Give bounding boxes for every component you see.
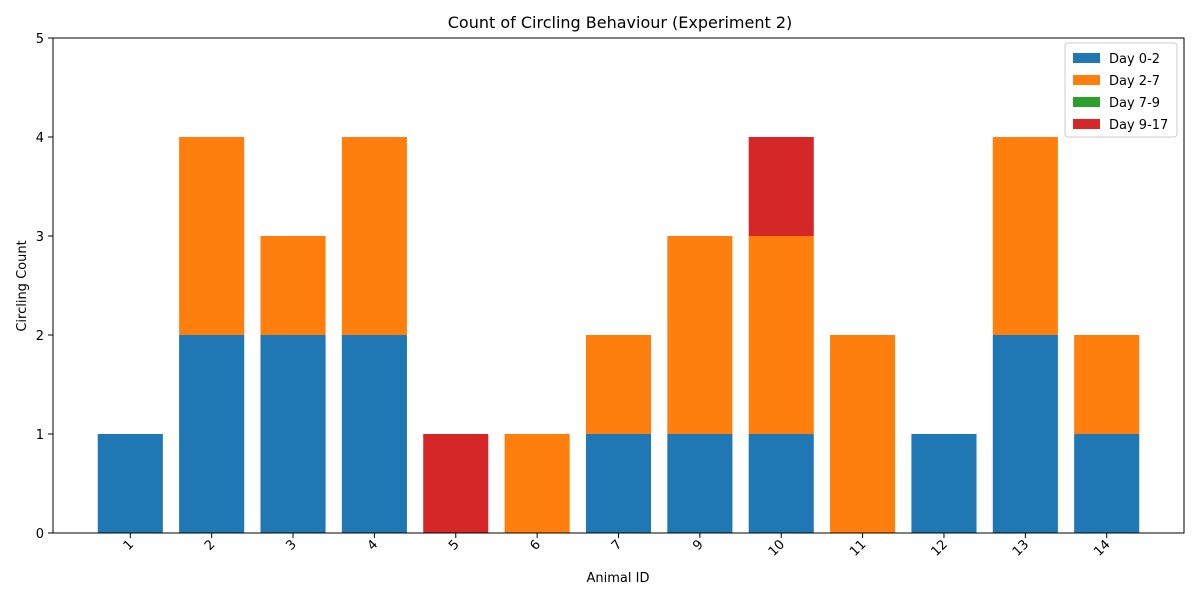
- x-tick-label-12: 12: [928, 537, 950, 559]
- bar-11-series-1: [830, 335, 896, 533]
- bar-3-series-1: [260, 236, 326, 335]
- x-tick-label-4: 4: [365, 537, 381, 553]
- bar-7-series-1: [585, 335, 652, 434]
- bar-14-series-1: [1074, 335, 1140, 434]
- bar-10-series-0: [748, 434, 814, 533]
- legend-frame: [1064, 42, 1178, 138]
- legend-label-0: Day 0-2: [1109, 52, 1160, 67]
- y-tick-label-2: 2: [36, 329, 44, 344]
- legend: Day 0-2 Day 2-7 Day 7-9 Day 9-17: [1064, 42, 1178, 138]
- bar-9-series-0: [667, 434, 733, 533]
- bar-5-series-3: [423, 434, 489, 533]
- bar-2-series-1: [179, 137, 245, 335]
- bar-13-series-0: [992, 335, 1058, 533]
- x-tick-label-10: 10: [766, 537, 788, 559]
- x-tick-label-2: 2: [202, 537, 218, 553]
- bar-7-series-0: [585, 434, 652, 533]
- legend-swatch-2: [1073, 97, 1100, 107]
- x-tick-label-1: 1: [121, 537, 137, 553]
- y-tick-label-4: 4: [36, 131, 44, 146]
- bar-6-series-1: [504, 434, 570, 533]
- bar-4-series-0: [341, 335, 407, 533]
- x-tick-label-3: 3: [283, 537, 299, 553]
- x-tick-label-6: 6: [527, 537, 543, 553]
- y-axis-title: Circling Count: [15, 240, 30, 331]
- x-tick-label-14: 14: [1091, 537, 1113, 559]
- x-tick-label-7: 7: [609, 537, 625, 553]
- chart-title: Count of Circling Behaviour (Experiment …: [448, 13, 793, 32]
- y-tick-label-1: 1: [36, 428, 44, 443]
- x-tick-label-5: 5: [446, 537, 462, 553]
- bar-10-series-1: [748, 236, 814, 434]
- legend-label-3: Day 9-17: [1109, 118, 1168, 133]
- x-tick-label-11: 11: [847, 537, 869, 559]
- bar-12-series-0: [911, 434, 977, 533]
- y-tick-label-3: 3: [36, 230, 44, 245]
- legend-swatch-0: [1073, 53, 1100, 63]
- bar-14-series-0: [1074, 434, 1140, 533]
- x-axis-title: Animal ID: [587, 571, 650, 586]
- bar-9-series-1: [667, 236, 733, 434]
- bar-13-series-1: [992, 137, 1058, 335]
- legend-label-2: Day 7-9: [1109, 96, 1160, 111]
- legend-swatch-1: [1073, 75, 1100, 85]
- legend-label-1: Day 2-7: [1109, 74, 1160, 89]
- bar-1-series-0: [97, 434, 163, 533]
- y-tick-label-0: 0: [36, 527, 44, 542]
- bar-2-series-0: [179, 335, 245, 533]
- x-tick-label-13: 13: [1010, 537, 1032, 559]
- bar-10-series-3: [748, 137, 814, 236]
- y-tick-label-5: 5: [36, 32, 44, 47]
- bar-4-series-1: [341, 137, 407, 335]
- bar-3-series-0: [260, 335, 326, 533]
- x-tick-label-9: 9: [690, 537, 706, 553]
- legend-swatch-3: [1073, 119, 1100, 129]
